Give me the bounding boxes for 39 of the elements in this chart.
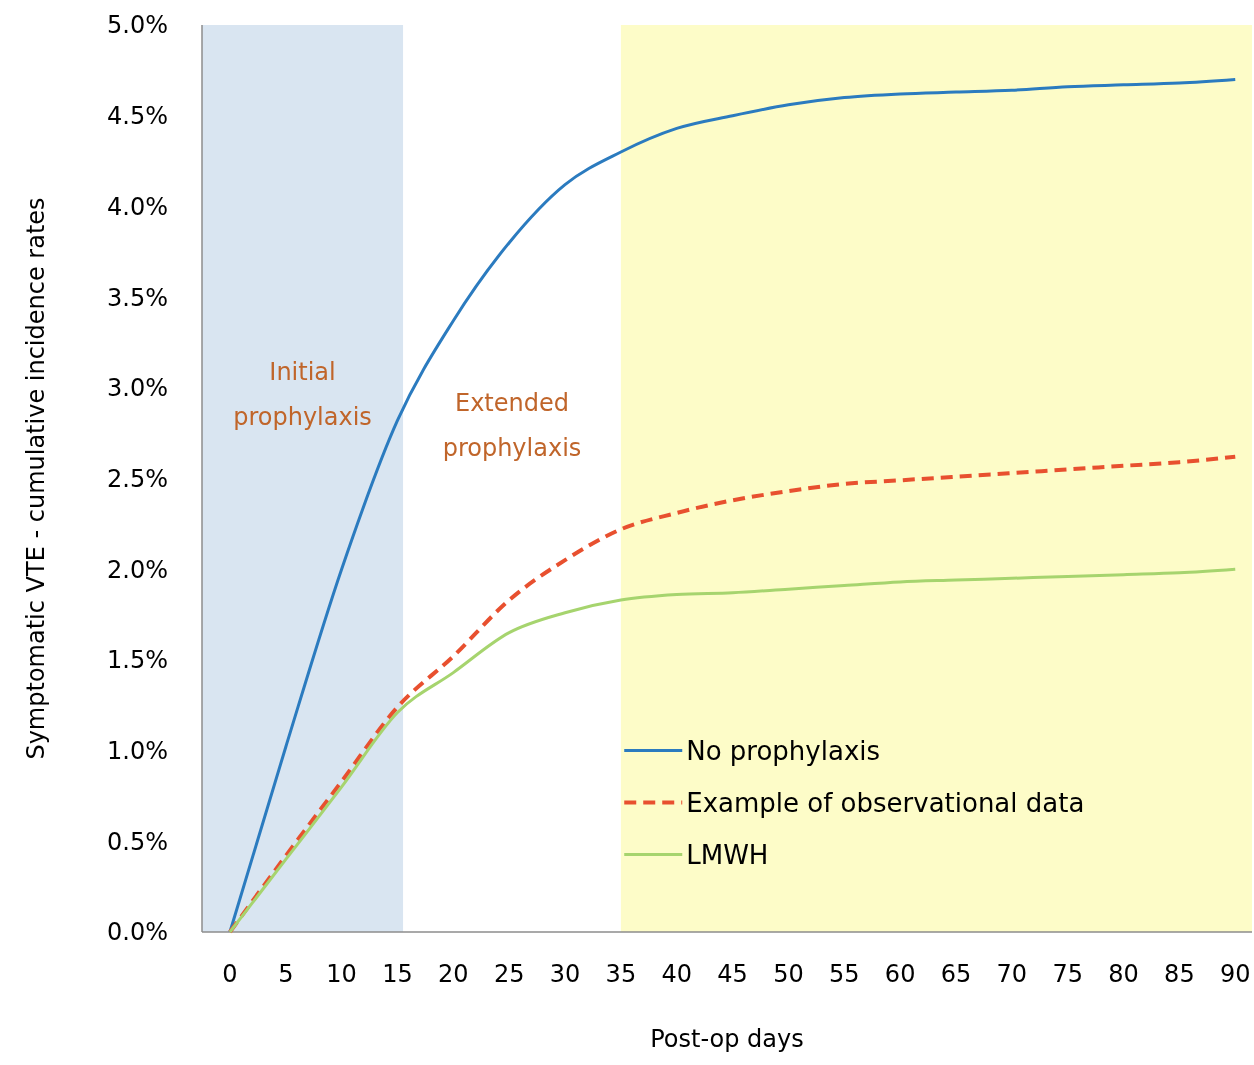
y-tick-label: 2.5% — [107, 464, 168, 493]
x-tick-label: 45 — [717, 960, 748, 988]
x-tick-label: 55 — [829, 960, 860, 988]
y-tick-label: 3.0% — [107, 374, 168, 403]
y-tick-label: 4.5% — [107, 102, 168, 131]
y-tick-label: 5.0% — [107, 11, 168, 40]
x-tick-label: 10 — [326, 960, 357, 988]
x-axis-title: Post-op days — [650, 1025, 804, 1053]
band-label: Initial prophylaxis — [233, 357, 372, 431]
x-tick-label: 85 — [1164, 960, 1195, 988]
x-tick-label: 70 — [996, 960, 1028, 988]
y-tick-label: 2.0% — [107, 555, 168, 584]
x-tick-label: 90 — [1219, 960, 1251, 988]
legend-label: No prophylaxis — [686, 735, 881, 766]
legend-label: Example of observational data — [686, 787, 1085, 818]
x-tick-label: 80 — [1108, 960, 1139, 988]
y-tick-label: 1.0% — [107, 737, 168, 765]
y-tick-label: 0.5% — [107, 827, 168, 856]
x-tick-label: 20 — [438, 960, 469, 988]
x-tick-label: 0 — [222, 960, 238, 988]
annotation: Extended prophylaxis — [442, 388, 582, 462]
legend-label: LMWH — [686, 839, 769, 870]
y-axis-title: Symptomatic VTE - cumulative incidence rates — [22, 197, 50, 760]
x-tick-label: 5 — [278, 960, 294, 988]
x-tick-label: 30 — [549, 960, 581, 988]
x-tick-label: 65 — [940, 960, 972, 988]
y-tick-label: 1.5% — [107, 646, 168, 675]
line-series — [228, 567, 1237, 934]
x-tick-label: 60 — [884, 960, 916, 988]
line-series — [228, 77, 1237, 934]
x-tick-label: 40 — [661, 960, 693, 988]
y-tick-label: 3.5% — [107, 283, 168, 312]
y-tick-label: 4.0% — [107, 192, 168, 221]
y-tick-label: 0.0% — [107, 918, 168, 947]
x-tick-label: 50 — [773, 960, 804, 988]
x-tick-label: 75 — [1052, 960, 1083, 988]
x-tick-label: 15 — [382, 960, 413, 988]
x-tick-label: 25 — [493, 960, 525, 988]
x-tick-label: 35 — [605, 960, 637, 988]
